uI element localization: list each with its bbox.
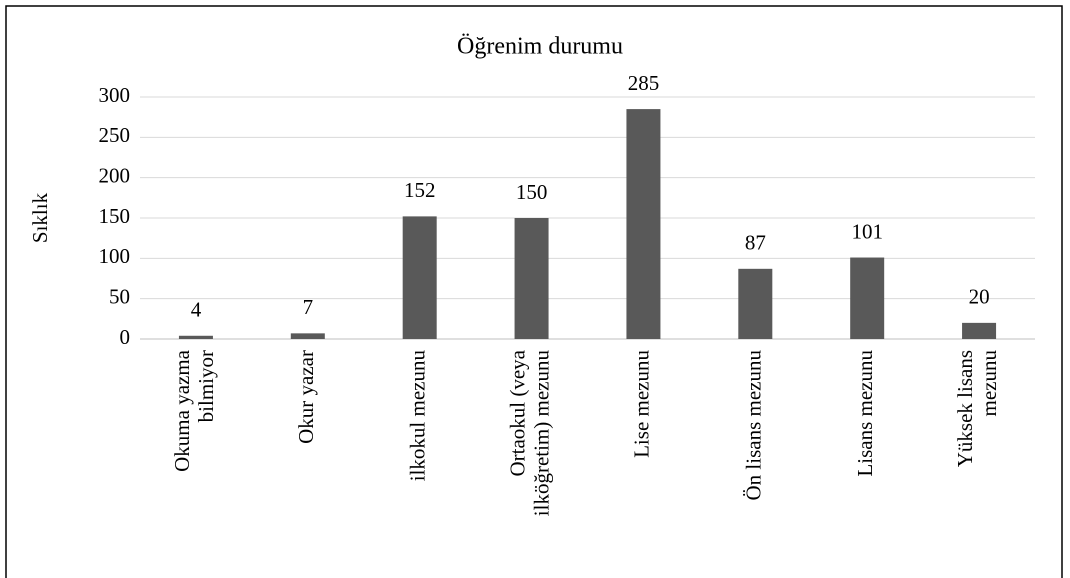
data-label: 87 — [745, 231, 766, 255]
x-tick-label: Ön lisans mezunu — [741, 350, 765, 501]
chart-border — [5, 5, 1063, 578]
data-label: 20 — [969, 285, 990, 309]
bar — [402, 216, 437, 339]
data-label: 285 — [628, 71, 660, 95]
x-tick-label: Okuma yazmabilmiyor — [170, 349, 218, 472]
chart-title: Öğrenim durumu — [457, 34, 623, 60]
data-label: 101 — [851, 219, 883, 243]
x-tick-label: ilkokul mezunu — [406, 350, 430, 482]
y-tick-label: 50 — [109, 284, 130, 308]
bar — [850, 257, 885, 339]
y-tick-label: 150 — [99, 204, 131, 228]
y-tick-label: 100 — [99, 244, 131, 268]
y-tick-label: 250 — [99, 123, 131, 147]
y-axis-label: Sıklık — [28, 192, 52, 243]
data-label: 4 — [191, 298, 202, 322]
y-tick-label: 0 — [120, 325, 131, 349]
bar — [962, 322, 997, 339]
bar — [626, 109, 661, 339]
data-label: 150 — [516, 180, 548, 204]
y-tick-label: 300 — [99, 83, 131, 107]
y-tick-label: 200 — [99, 163, 131, 187]
x-tick-label: Okur yazar — [294, 350, 318, 444]
x-tick-label: Yüksek lisansmezunu — [953, 350, 1001, 468]
bar — [290, 333, 325, 339]
bar — [514, 218, 549, 339]
x-tick-label: Lisans mezunu — [853, 350, 877, 477]
bar — [178, 335, 213, 339]
data-label: 152 — [404, 178, 436, 202]
x-tick-label: Ortaokul (veyailköğretim) mezunu — [505, 349, 553, 516]
x-tick-label: Lise mezunu — [629, 350, 653, 458]
data-label: 7 — [303, 295, 314, 319]
bar — [738, 268, 773, 339]
